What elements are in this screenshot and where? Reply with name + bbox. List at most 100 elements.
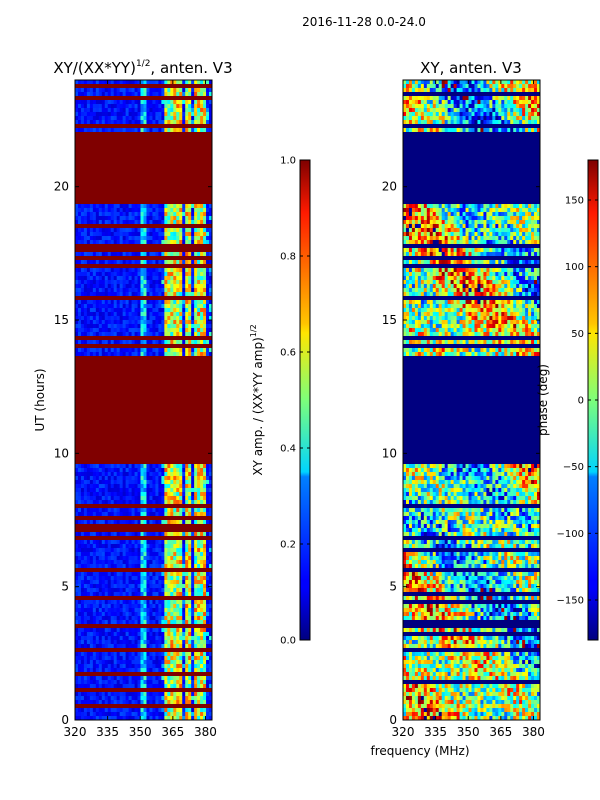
- amplitude-cell: [134, 224, 138, 229]
- amplitude-cell: [206, 488, 210, 493]
- amplitude-cell: [75, 132, 79, 137]
- amplitude-cell: [140, 296, 144, 301]
- amplitude-cell: [173, 404, 177, 409]
- amplitude-cell: [104, 108, 109, 113]
- amplitude-cell: [128, 84, 132, 89]
- amplitude-cell: [182, 464, 186, 469]
- amplitude-cell: [164, 396, 168, 401]
- amplitude-cell: [146, 244, 150, 249]
- amplitude-cell: [200, 160, 204, 165]
- amplitude-cell: [203, 124, 207, 129]
- amplitude-cell: [128, 80, 132, 85]
- amplitude-cell: [75, 464, 79, 469]
- amplitude-cell: [197, 372, 201, 377]
- amplitude-cell: [167, 272, 171, 277]
- amplitude-cell: [80, 152, 85, 157]
- amplitude-cell: [182, 320, 186, 325]
- amplitude-cell: [179, 196, 183, 201]
- amplitude-cell: [104, 348, 109, 353]
- amplitude-cell: [134, 96, 138, 101]
- amplitude-cell: [191, 496, 195, 501]
- amplitude-cell: [107, 104, 112, 109]
- amplitude-cell: [116, 396, 121, 401]
- amplitude-cell: [149, 340, 153, 345]
- amplitude-cell: [83, 104, 88, 109]
- amplitude-cell: [95, 128, 100, 133]
- amplitude-cell: [155, 452, 159, 457]
- amplitude-cell: [176, 356, 180, 361]
- amplitude-cell: [209, 448, 212, 453]
- amplitude-cell: [86, 308, 91, 313]
- amplitude-cell: [146, 100, 150, 105]
- amplitude-cell: [86, 500, 91, 505]
- amplitude-cell: [176, 108, 180, 113]
- amplitude-cell: [206, 508, 210, 513]
- amplitude-cell: [140, 412, 144, 417]
- amplitude-cell: [173, 164, 177, 169]
- amplitude-cell: [116, 208, 121, 213]
- amplitude-cell: [146, 484, 150, 489]
- amplitude-cell: [83, 252, 88, 257]
- amplitude-cell: [170, 232, 174, 237]
- amplitude-cell: [122, 408, 127, 413]
- amplitude-cell: [149, 404, 153, 409]
- amplitude-cell: [158, 136, 162, 141]
- amplitude-cell: [188, 452, 192, 457]
- amplitude-cell: [200, 484, 204, 489]
- amplitude-cell: [146, 256, 150, 261]
- amplitude-cell: [104, 300, 109, 305]
- amplitude-cell: [200, 192, 204, 197]
- amplitude-cell: [77, 404, 82, 409]
- amplitude-cell: [209, 112, 212, 117]
- amplitude-cell: [182, 376, 186, 381]
- amplitude-cell: [119, 92, 124, 97]
- amplitude-cell: [125, 80, 130, 85]
- amplitude-cell: [143, 172, 147, 177]
- amplitude-cell: [75, 392, 79, 397]
- amplitude-cell: [77, 232, 82, 237]
- amplitude-cell: [158, 456, 162, 461]
- amplitude-cell: [101, 432, 106, 437]
- amplitude-cell: [128, 140, 132, 145]
- amplitude-cell: [134, 296, 138, 301]
- amplitude-cell: [155, 152, 159, 157]
- amplitude-cell: [128, 312, 132, 317]
- amplitude-cell: [98, 252, 103, 257]
- amplitude-cell: [149, 320, 153, 325]
- amplitude-cell: [173, 328, 177, 333]
- amplitude-cell: [203, 336, 207, 341]
- amplitude-cell: [86, 148, 91, 153]
- amplitude-cell: [104, 392, 109, 397]
- amplitude-cell: [113, 440, 118, 445]
- amplitude-cell: [83, 292, 88, 297]
- amplitude-cell: [95, 268, 100, 273]
- amplitude-cell: [206, 252, 210, 257]
- amplitude-cell: [137, 360, 141, 365]
- amplitude-cell: [113, 496, 118, 501]
- amplitude-cell: [125, 380, 130, 385]
- amplitude-cell: [203, 304, 207, 309]
- amplitude-cell: [179, 488, 183, 493]
- amplitude-cell: [86, 448, 91, 453]
- amplitude-cell: [86, 412, 91, 417]
- amplitude-cell: [101, 152, 106, 157]
- amplitude-cell: [80, 192, 85, 197]
- amplitude-cell: [119, 364, 124, 369]
- amplitude-cell: [95, 312, 100, 317]
- amplitude-cell: [185, 372, 189, 377]
- amplitude-cell: [140, 500, 144, 505]
- amplitude-cell: [164, 88, 168, 93]
- amplitude-cell: [119, 172, 124, 177]
- amplitude-cell: [182, 292, 186, 297]
- amplitude-cell: [107, 208, 112, 213]
- amplitude-cell: [167, 372, 171, 377]
- amplitude-cell: [86, 312, 91, 317]
- amplitude-cell: [110, 252, 115, 257]
- amplitude-cell: [75, 396, 79, 401]
- amplitude-cell: [164, 108, 168, 113]
- amplitude-cell: [140, 484, 144, 489]
- amplitude-cell: [128, 280, 132, 285]
- amplitude-cell: [134, 244, 138, 249]
- amplitude-cell: [122, 120, 127, 125]
- amplitude-cell: [128, 380, 132, 385]
